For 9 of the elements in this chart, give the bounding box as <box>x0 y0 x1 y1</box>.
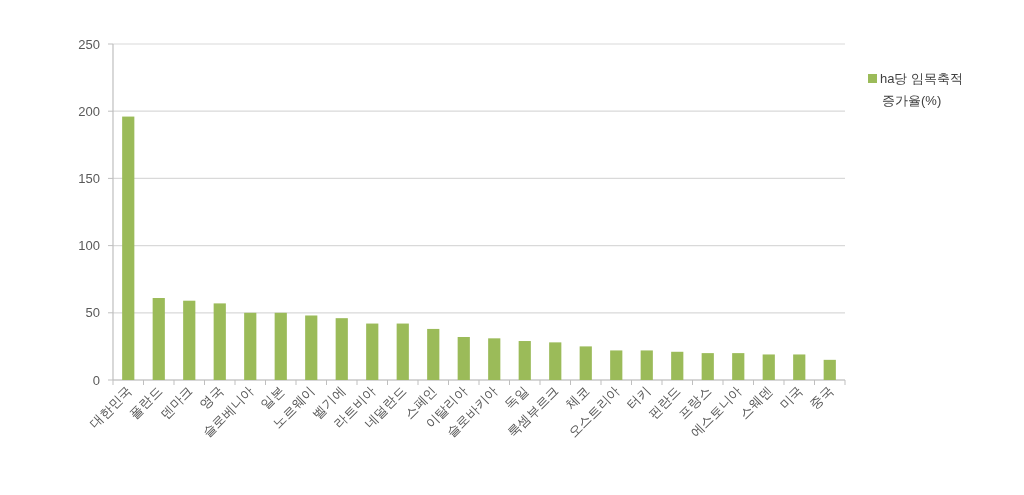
y-tick-label: 200 <box>78 103 100 119</box>
y-tick-label: 150 <box>78 170 100 186</box>
y-tick-label: 0 <box>92 372 100 388</box>
x-tick-label: 미국 <box>776 383 806 413</box>
y-tick-label: 50 <box>85 305 100 321</box>
x-tick-label: 중국 <box>806 383 836 413</box>
legend: ha당 임목축적 증가율(%) <box>868 71 964 108</box>
y-tick-label: 250 <box>78 36 100 52</box>
y-tick-label: 100 <box>78 238 100 254</box>
